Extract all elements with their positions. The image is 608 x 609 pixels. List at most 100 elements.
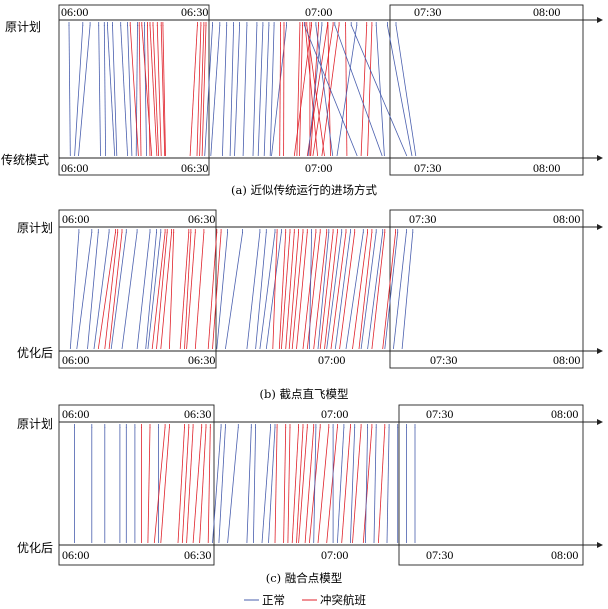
conflict-flight-line [352, 231, 368, 350]
panel-a-top-time-0: 06:00 [61, 5, 88, 19]
conflict-flight-line [97, 231, 116, 350]
normal-flight-line [313, 426, 317, 544]
panel-b-optimized-axis-arrow [597, 348, 603, 354]
panel-c-bottom-time-0: 06:00 [62, 548, 89, 562]
legend: 正常 冲突航班 [244, 593, 366, 607]
normal-flight-line [78, 24, 91, 157]
panel-b: 原计划 优化后 06:00 06:30 07:30 08:00 06:00 06… [17, 209, 603, 401]
panel-a-top-time-4: 08:00 [533, 5, 560, 19]
panel-a-bottom-time-4: 08:00 [533, 161, 560, 175]
normal-flight-line [268, 426, 276, 544]
panel-a-top-time-3: 07:30 [414, 5, 441, 19]
normal-flight-line [384, 231, 399, 350]
normal-flight-line [259, 231, 276, 350]
panel-b-top-label: 原计划 [17, 221, 53, 235]
conflict-flight-line [367, 24, 373, 157]
normal-flight-line [255, 231, 267, 350]
conflict-flight-line [358, 231, 373, 350]
conflict-flight-line [330, 231, 347, 350]
normal-flight-line [367, 231, 384, 350]
panel-c-bottom-time-1: 06:30 [184, 548, 211, 562]
panel-a-top-time-1: 06:30 [181, 5, 208, 19]
panel-c-top-time-0: 06:00 [62, 407, 89, 421]
normal-flight-line [246, 426, 252, 544]
panel-c-bottom-time-4: 08:00 [551, 548, 578, 562]
normal-flight-line [135, 24, 138, 157]
conflict-flight-line [296, 426, 304, 544]
conflict-flight-line [108, 231, 123, 350]
conflict-flight-line [378, 426, 386, 544]
panel-a-actual-axis-arrow [597, 155, 603, 161]
panel-a-bottom-label: 传统模式 [1, 152, 49, 167]
panel-b-window-late [389, 209, 584, 369]
conflict-flight-line [274, 426, 278, 544]
normal-flight-line [309, 231, 312, 350]
conflict-flight-line [339, 231, 356, 350]
panel-a-bottom-time-3: 07:30 [414, 161, 441, 175]
normal-flight-line [112, 24, 118, 157]
normal-flight-line [350, 426, 356, 544]
legend-conflict-label: 冲突航班 [320, 593, 366, 607]
normal-flight-line [373, 426, 377, 544]
normal-flight-line [345, 231, 364, 350]
conflict-flight-line [192, 426, 203, 544]
normal-flight-line [337, 426, 345, 544]
normal-flight-line [326, 231, 343, 350]
conflict-flight-line [184, 231, 192, 350]
conflict-flight-line [179, 231, 190, 350]
conflict-flight-line [291, 426, 299, 544]
normal-flight-line [257, 24, 264, 157]
panel-c-optimized-axis-arrow [597, 542, 603, 548]
normal-flight-line [98, 24, 101, 157]
normal-flight-line [336, 24, 358, 157]
normal-flight-line [401, 231, 414, 350]
legend-normal-label: 正常 [262, 593, 285, 607]
panel-b-caption: (b) 截点直飞模型 [260, 387, 349, 401]
normal-flight-line [303, 24, 358, 157]
normal-flight-line [246, 231, 261, 350]
normal-flight-line [253, 426, 256, 544]
conflict-flight-line [287, 426, 291, 544]
conflict-flight-line [352, 426, 362, 544]
conflict-flight-line [162, 24, 166, 157]
normal-flight-line [252, 24, 258, 157]
normal-flight-line [74, 24, 84, 157]
panel-a-top-label: 原计划 [5, 20, 41, 34]
normal-flight-line [103, 24, 106, 157]
panel-c-bottom-time-3: 07:30 [426, 548, 453, 562]
conflict-flight-line [194, 231, 205, 350]
panel-c-top-time-4: 08:00 [551, 407, 578, 421]
normal-flight-line [145, 231, 157, 350]
conflict-flight-line [153, 426, 166, 544]
normal-flight-line [127, 24, 133, 157]
conflict-flight-line [212, 231, 222, 350]
conflict-flight-line [196, 24, 202, 157]
normal-flight-line [307, 24, 323, 157]
conflict-flight-line [312, 24, 334, 157]
conflict-flight-line [324, 231, 338, 350]
panel-b-top-time-3: 07:30 [409, 212, 436, 226]
conflict-flight-line [304, 24, 318, 157]
conflict-flight-line [207, 231, 218, 350]
conflict-flight-line [152, 24, 159, 157]
panel-b-bottom-time-0: 06:00 [62, 353, 89, 367]
conflict-flight-line [293, 24, 312, 157]
conflict-flight-line [341, 426, 351, 544]
conflict-flight-line [156, 24, 162, 157]
conflict-flight-line [160, 24, 166, 157]
normal-flight-line [234, 24, 240, 157]
panel-c-window-late [398, 404, 584, 566]
normal-flight-line [120, 24, 128, 157]
conflict-flight-line [298, 426, 308, 544]
normal-flight-line [263, 24, 270, 157]
conflict-flight-line [151, 231, 166, 350]
normal-flight-line [265, 231, 282, 350]
panel-c-top-label: 原计划 [17, 417, 53, 431]
normal-flight-line [136, 231, 151, 350]
panel-c-window-early [58, 404, 215, 566]
conflict-flight-line [160, 426, 170, 544]
panel-b-planned-axis-arrow [597, 224, 603, 230]
normal-flight-line [110, 231, 127, 350]
normal-flight-line [365, 426, 368, 544]
